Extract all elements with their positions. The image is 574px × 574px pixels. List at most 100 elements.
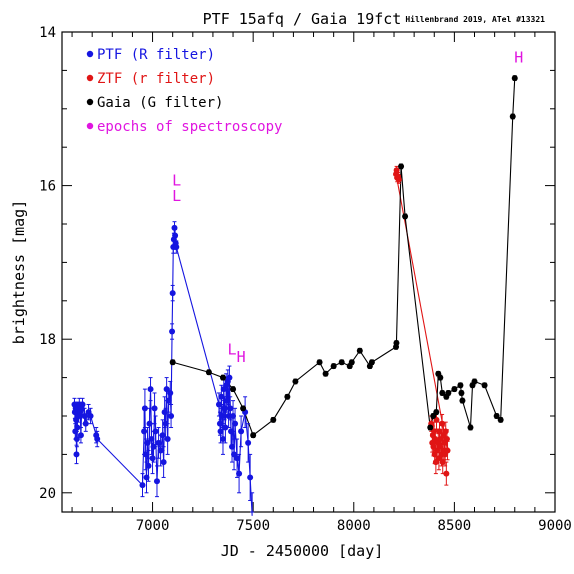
ptf-point [73, 436, 80, 443]
y-axis-ticks: 14 16 18 20 [39, 25, 555, 502]
y-tick-label: 20 [39, 486, 56, 502]
data-points [71, 75, 518, 489]
gaia-point [493, 413, 500, 419]
chart-credit: Hillenbrand 2019, ATel #13321 [405, 14, 545, 24]
ptf-point [225, 413, 232, 419]
x-axis-label: JD - 2450000 [day] [221, 542, 384, 560]
x-tick-label: 8500 [438, 518, 472, 534]
ptf-point [148, 436, 155, 443]
ptf-point [167, 389, 174, 396]
ptf-point [141, 428, 148, 435]
ztf-point [443, 470, 450, 477]
ztf-point [395, 176, 402, 183]
gaia-point [348, 359, 355, 366]
ptf-point [81, 413, 88, 419]
legend-marker-ztf [86, 74, 94, 82]
gaia-point [433, 409, 440, 416]
ptf-point [152, 428, 159, 435]
ptf-point [234, 455, 241, 462]
y-axis-label: brightness [mag] [10, 200, 28, 345]
gaia-point [316, 359, 323, 366]
ztf-point [393, 167, 400, 174]
x-tick-label: 8000 [337, 518, 371, 534]
chart-title: PTF 15afq / Gaia 19fct [203, 10, 402, 28]
ptf-point [163, 386, 170, 393]
legend-label-ztf: ZTF (r filter) [97, 71, 215, 87]
legend: PTF (R filter) ZTF (r filter) Gaia (G fi… [86, 47, 282, 135]
ptf-point [153, 478, 160, 485]
x-tick-label: 7500 [236, 518, 270, 534]
ptf-line-bridge [96, 438, 143, 486]
ptf-point [164, 436, 171, 443]
gaia-point [481, 382, 488, 389]
ptf-point [224, 397, 231, 404]
spectroscopy-epoch-label: L [228, 341, 237, 359]
ptf-point [215, 401, 222, 408]
ptf-point [172, 232, 179, 239]
spectroscopy-epoch-label: L [172, 187, 181, 205]
legend-item-spectroscopy: epochs of spectroscopy [86, 119, 282, 135]
ztf-point [439, 420, 446, 427]
ztf-point [444, 447, 451, 454]
ztf-point [436, 428, 443, 435]
gaia-point [437, 374, 444, 381]
gaia-point [356, 347, 363, 354]
ztf-point [430, 443, 437, 450]
gaia-point [230, 386, 237, 393]
gaia-point [398, 163, 405, 170]
legend-marker-gaia [86, 98, 94, 106]
ptf-point [219, 436, 226, 443]
y-tick-label: 16 [39, 179, 56, 195]
ztf-point [431, 428, 438, 435]
ptf-point [238, 428, 245, 435]
gaia-point [219, 374, 226, 381]
gaia-point [250, 432, 257, 439]
legend-marker-spectroscopy [86, 122, 94, 130]
gaia-point [467, 424, 474, 431]
ptf-point [221, 405, 228, 412]
gaia-point [205, 369, 212, 376]
ptf-point [94, 436, 101, 443]
ptf-line-bridge [175, 246, 220, 405]
ptf-point [74, 424, 81, 431]
gaia-point [471, 378, 478, 385]
ptf-point [146, 420, 153, 427]
ptf-point [216, 420, 223, 427]
ptf-point [247, 474, 254, 481]
ptf-point [143, 474, 150, 481]
gaia-point [509, 113, 516, 120]
ptf-point [159, 432, 166, 439]
ptf-point [79, 401, 86, 408]
ptf-point [169, 290, 176, 297]
ptf-point [232, 420, 239, 427]
ptf-point [157, 447, 164, 454]
ztf-point [442, 428, 449, 435]
ptf-point [229, 443, 236, 450]
ptf-point [222, 424, 229, 431]
gaia-point [459, 397, 466, 404]
ptf-point [173, 244, 180, 251]
gaia-point [402, 213, 409, 220]
ptf-point [145, 462, 152, 469]
ptf-point [82, 420, 89, 427]
legend-item-ptf: PTF (R filter) [86, 47, 215, 63]
gaia-point [445, 389, 452, 396]
gaia-point [322, 370, 329, 377]
ptf-point [142, 451, 149, 458]
ptf-point [217, 428, 224, 435]
gaia-point [270, 416, 277, 423]
ptf-point [144, 439, 151, 446]
ztf-line [395, 173, 449, 451]
gaia-point [368, 359, 375, 366]
ptf-point [226, 374, 233, 381]
gaia-point [169, 359, 176, 366]
plot-frame [61, 31, 556, 513]
ptf-point [73, 451, 80, 458]
y-tick-label: 18 [39, 332, 56, 348]
legend-label-gaia: Gaia (G filter) [97, 95, 223, 111]
x-tick-label: 7000 [136, 518, 170, 534]
ptf-point [219, 413, 226, 419]
plot-border [61, 31, 556, 513]
ptf-point [147, 386, 154, 393]
